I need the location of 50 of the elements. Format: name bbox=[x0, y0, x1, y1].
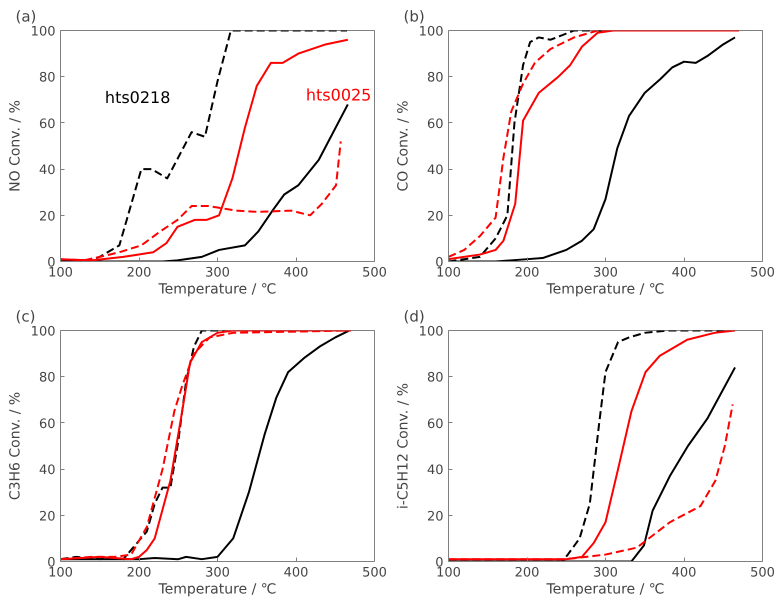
y-tick-label: 100 bbox=[30, 24, 56, 40]
x-axis-title: Temperature / ℃ bbox=[157, 282, 277, 298]
x-axis-title: Temperature / ℃ bbox=[545, 282, 665, 298]
chart-title: (c) bbox=[16, 308, 36, 326]
x-tick-label: 200 bbox=[126, 266, 152, 280]
x-tick-label: 400 bbox=[672, 266, 696, 280]
y-axis-title: CO Conv. / % bbox=[396, 100, 412, 192]
y-axis-title: NO Conv. / % bbox=[8, 100, 24, 192]
y-tick-label: 20 bbox=[38, 209, 56, 224]
y-tick-label: 60 bbox=[426, 116, 444, 132]
x-axis-title: Temperature / ℃ bbox=[157, 582, 277, 598]
x-tick-label: 400 bbox=[672, 566, 696, 580]
y-tick-label: 100 bbox=[418, 24, 444, 40]
x-tick-label: 400 bbox=[284, 566, 308, 580]
y-tick-label: 60 bbox=[38, 416, 56, 432]
chart-title: (a) bbox=[16, 8, 36, 26]
y-tick-label: 60 bbox=[426, 416, 444, 432]
y-tick-label: 40 bbox=[426, 463, 444, 478]
x-tick-label: 500 bbox=[750, 266, 775, 280]
x-tick-label: 200 bbox=[514, 566, 540, 580]
x-tick-label: 500 bbox=[362, 566, 387, 580]
x-tick-label: 500 bbox=[362, 266, 387, 280]
x-tick-label: 300 bbox=[593, 266, 618, 280]
x-tick-label: 200 bbox=[514, 266, 540, 280]
y-axis-title: C3H6 Conv. / % bbox=[8, 392, 24, 500]
chart-title: (d) bbox=[404, 308, 425, 326]
annotation: hts0025 bbox=[306, 86, 372, 105]
x-tick-label: 500 bbox=[750, 566, 775, 580]
y-tick-label: 20 bbox=[426, 209, 444, 224]
x-tick-label: 300 bbox=[205, 566, 230, 580]
x-axis-title: Temperature / ℃ bbox=[545, 582, 665, 598]
chart-title: (b) bbox=[404, 8, 425, 26]
y-tick-label: 80 bbox=[426, 370, 444, 386]
y-tick-label: 80 bbox=[38, 70, 56, 86]
y-tick-label: 80 bbox=[38, 370, 56, 386]
y-tick-label: 40 bbox=[38, 163, 56, 178]
y-axis-title: i-C5H12 Conv. / % bbox=[396, 382, 412, 510]
y-tick-label: 20 bbox=[426, 509, 444, 524]
y-tick-label: 20 bbox=[38, 509, 56, 524]
y-tick-label: 40 bbox=[38, 463, 56, 478]
y-tick-label: 100 bbox=[30, 324, 56, 340]
x-tick-label: 300 bbox=[205, 266, 230, 280]
y-tick-label: 100 bbox=[418, 324, 444, 340]
x-tick-label: 300 bbox=[593, 566, 618, 580]
x-tick-label: 400 bbox=[284, 266, 308, 280]
annotation: hts0218 bbox=[104, 88, 170, 107]
y-tick-label: 40 bbox=[426, 163, 444, 178]
y-tick-label: 80 bbox=[426, 70, 444, 86]
y-tick-label: 60 bbox=[38, 116, 56, 132]
x-tick-label: 200 bbox=[126, 566, 152, 580]
